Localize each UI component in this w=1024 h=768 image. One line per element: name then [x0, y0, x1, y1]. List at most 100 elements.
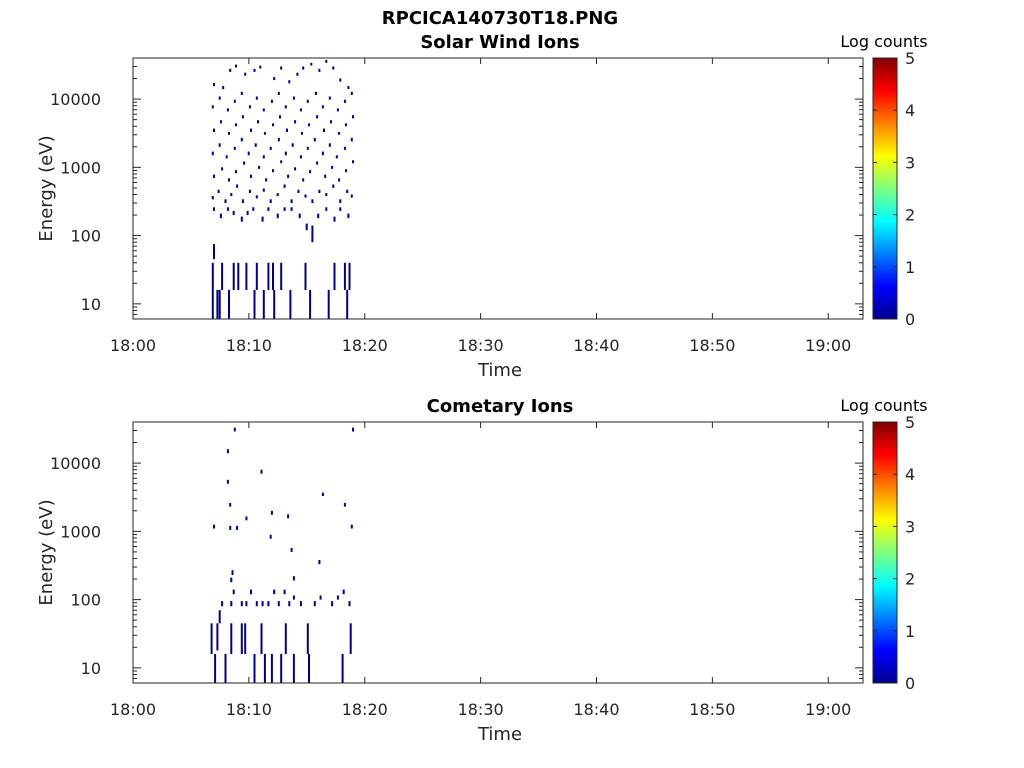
cometary-colorbar-tick-label: 3	[905, 517, 915, 536]
solar-wind-colorbar-tick-label: 2	[905, 206, 915, 225]
solar-wind-cell	[216, 289, 219, 319]
solar-wind-cell	[217, 189, 220, 193]
solar-wind-panel: 18:00 18:10 18:20 18:30 18:40 18:50 19:0010100…	[36, 32, 928, 381]
solar-wind-cell	[218, 96, 221, 100]
solar-wind-cell	[345, 123, 347, 127]
cometary-cell	[349, 623, 352, 654]
solar-wind-cell	[219, 120, 222, 124]
cometary-cell	[245, 516, 248, 521]
solar-wind-cell	[310, 62, 313, 66]
solar-wind-cell	[213, 174, 215, 178]
cometary-cell	[277, 601, 280, 607]
cometary-cell	[263, 653, 266, 683]
solar-wind-cell	[308, 123, 310, 127]
cometary-cell	[261, 601, 264, 607]
solar-wind-cell	[299, 108, 302, 112]
solar-wind-cell	[270, 99, 273, 103]
solar-wind-cell	[248, 189, 251, 193]
solar-wind-cell	[325, 207, 328, 211]
solar-wind-cell	[347, 86, 350, 90]
solar-wind-cell	[258, 165, 261, 169]
solar-wind-cell	[232, 262, 235, 290]
solar-wind-cell	[339, 199, 342, 203]
cometary-cell	[224, 653, 227, 683]
cometary-xtick-label: 18:40	[573, 700, 619, 719]
solar-wind-cell	[332, 184, 335, 188]
solar-wind-cell	[213, 244, 215, 260]
solar-wind-cell	[254, 143, 257, 147]
cometary-cell	[306, 623, 309, 654]
cometary-ytick-label: 10000	[50, 454, 101, 473]
solar-wind-cell	[255, 96, 258, 100]
solar-wind-cell	[221, 262, 224, 290]
cometary-ytick-label: 100	[70, 591, 101, 610]
solar-wind-cell	[292, 96, 295, 100]
solar-wind-cell	[280, 262, 283, 290]
cometary-cell	[260, 469, 263, 474]
solar-wind-cell	[213, 83, 215, 87]
solar-wind-cell	[328, 96, 331, 100]
cometary-cell	[352, 427, 354, 432]
solar-wind-cell	[286, 128, 288, 132]
solar-wind-cell	[221, 167, 224, 171]
solar-wind-cell	[352, 115, 354, 119]
cometary-cell	[230, 623, 233, 654]
solar-wind-cell	[240, 137, 243, 142]
solar-wind-cell	[316, 161, 319, 165]
solar-wind-cell	[213, 128, 215, 132]
solar-wind-cell	[211, 262, 214, 290]
solar-wind-cell	[350, 137, 353, 142]
cometary-cell	[350, 524, 353, 529]
solar-wind-cell	[306, 99, 309, 103]
cometary-cell	[240, 601, 243, 607]
cometary-x-axis-label: Time	[477, 724, 522, 745]
cometary-panel-title: Cometary Ions	[427, 396, 574, 417]
solar-wind-cell	[317, 213, 320, 219]
solar-wind-cell	[218, 289, 221, 319]
cometary-cell	[292, 653, 295, 683]
cometary-cell	[244, 623, 247, 654]
cometary-cell	[280, 653, 283, 683]
solar-wind-cell	[219, 213, 222, 219]
solar-wind-xtick-label: 18:40	[573, 336, 619, 355]
cometary-cell	[308, 653, 310, 683]
solar-wind-cell	[291, 143, 294, 147]
cometary-ytick-label: 1000	[60, 522, 101, 541]
cometary-cell	[288, 601, 291, 607]
solar-wind-cell	[272, 123, 274, 127]
cometary-colorbar-tick-label: 1	[905, 622, 915, 641]
cometary-colorbar-tick-label: 2	[905, 570, 915, 589]
solar-wind-cell	[343, 146, 346, 150]
solar-wind-cell	[253, 68, 256, 72]
cometary-xtick-label: 18:50	[689, 700, 735, 719]
cometary-xtick-label: 18:10	[226, 700, 272, 719]
solar-wind-cell	[237, 262, 240, 290]
solar-wind-cell	[229, 68, 232, 72]
solar-wind-cell	[283, 184, 286, 188]
solar-wind-cell	[304, 262, 307, 290]
solar-wind-cell	[224, 199, 227, 203]
solar-wind-cell	[228, 178, 230, 182]
cometary-cell	[273, 589, 276, 595]
figure-title: RPCICA140730T18.PNG	[382, 8, 618, 29]
solar-wind-cell	[309, 170, 312, 174]
solar-wind-cell	[313, 137, 316, 142]
solar-wind-cell	[240, 216, 243, 222]
solar-wind-ytick-label: 1000	[60, 158, 101, 177]
solar-wind-cell	[213, 207, 215, 211]
solar-wind-cell	[269, 199, 272, 203]
solar-wind-cell	[350, 194, 353, 198]
cometary-cell	[270, 653, 273, 683]
solar-wind-cell	[328, 143, 331, 147]
solar-wind-cell	[252, 207, 255, 211]
solar-wind-cell	[298, 213, 301, 219]
cometary-cell	[319, 595, 322, 600]
cometary-cell	[321, 492, 324, 496]
solar-wind-cell	[294, 167, 297, 171]
solar-wind-cell	[255, 195, 258, 199]
cometary-cell	[292, 576, 295, 581]
cometary-cell	[232, 589, 235, 595]
solar-wind-cell	[257, 120, 259, 124]
cometary-cells	[210, 427, 354, 683]
solar-wind-xtick-label: 18:20	[342, 336, 388, 355]
